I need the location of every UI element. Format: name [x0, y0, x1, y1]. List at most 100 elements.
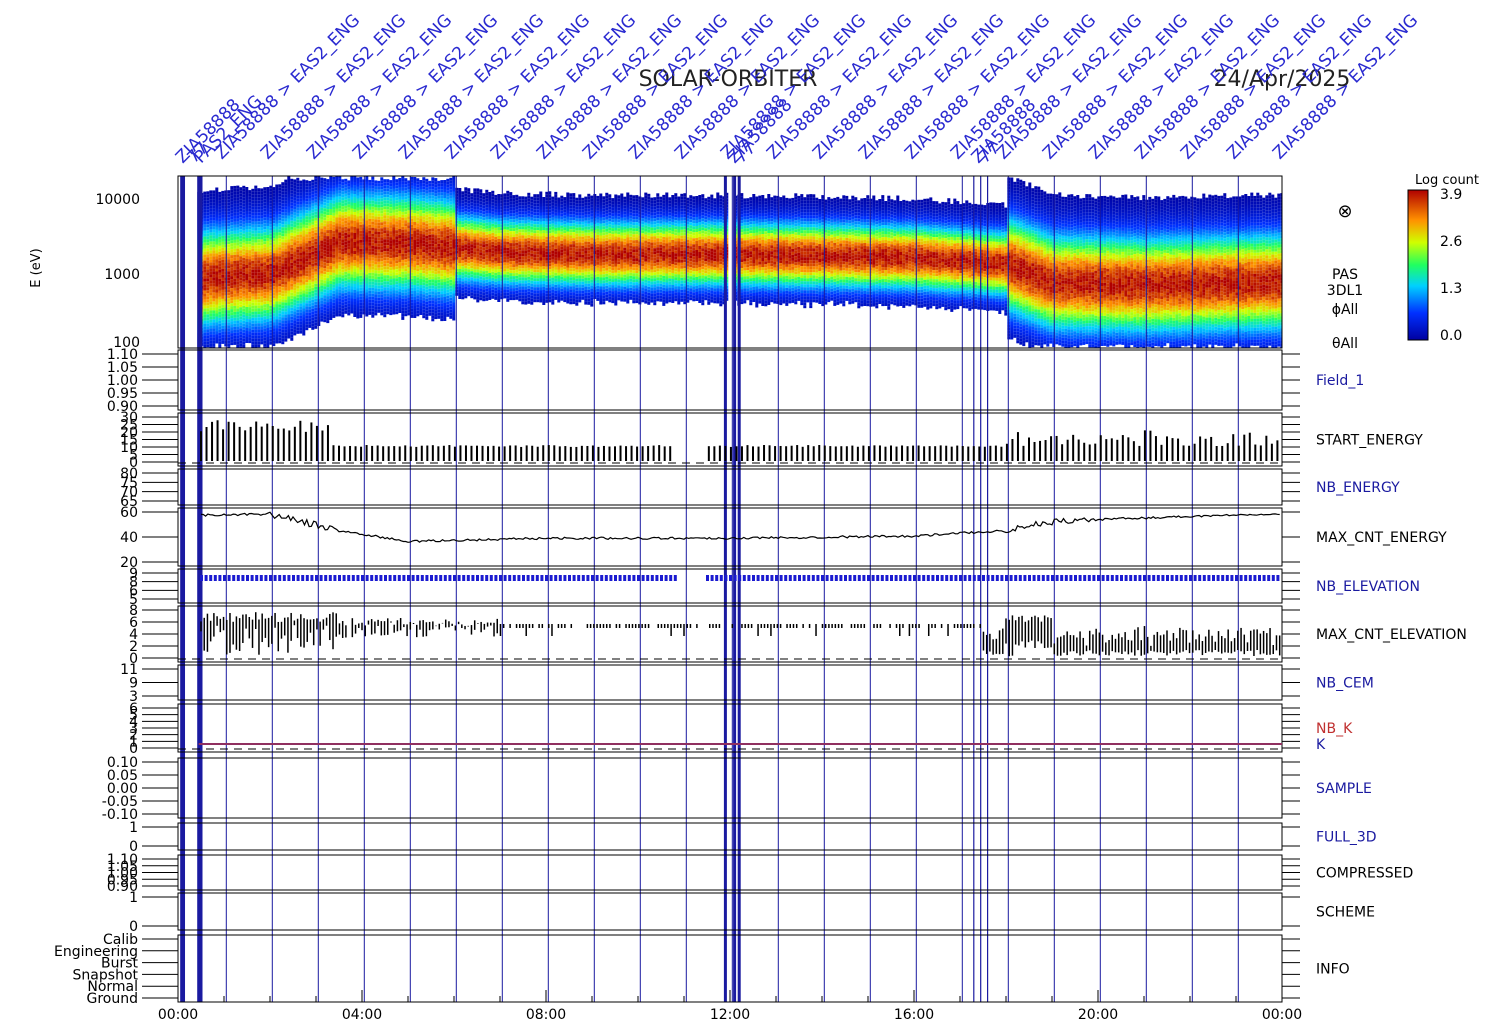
spectrogram-cell [302, 275, 306, 279]
spectrogram-cell [314, 238, 318, 242]
spectrogram-cell [470, 247, 474, 251]
spectrogram-cell [404, 211, 408, 215]
spectrogram-cell [311, 227, 315, 231]
spectrogram-cell [503, 202, 507, 206]
spectrogram-cell [326, 257, 330, 261]
spectrogram-cell [329, 200, 333, 203]
spectrogram-cell [422, 306, 426, 310]
spectrogram-cell [485, 231, 489, 235]
spectrogram-cell [332, 194, 336, 198]
spectrogram-cell [245, 247, 249, 250]
spectrogram-cell [239, 322, 243, 326]
spectrogram-cell [410, 203, 414, 207]
spectrogram-cell [431, 237, 435, 241]
spectrogram-cell [407, 282, 411, 286]
spectrogram-cell [281, 260, 285, 264]
spectrogram-cell [371, 293, 375, 297]
spectrogram-cell [458, 227, 462, 230]
spectrogram-cell [443, 186, 447, 189]
spectrogram-cell [302, 311, 306, 315]
spectrogram-cell [401, 289, 405, 293]
spectrogram-cell [323, 313, 327, 317]
spectrogram-cell [422, 282, 426, 286]
spectrogram-cell [383, 269, 387, 273]
spectrogram-cell [449, 216, 453, 220]
spectrogram-cell [320, 297, 324, 301]
spectrogram-cell [347, 291, 351, 295]
spectrogram-cell [329, 278, 333, 281]
spectrogram-cell [389, 219, 393, 223]
spectrogram-cell [377, 279, 381, 283]
spectrogram-cell [476, 227, 480, 231]
spectrogram-cell [392, 233, 396, 237]
spectrogram-cell [206, 230, 210, 234]
spectrogram-cell [497, 212, 501, 215]
spectrogram-cell [338, 229, 342, 233]
spectrogram-cell [419, 267, 423, 270]
spectrogram-cell [488, 264, 492, 267]
spectrogram-cell [203, 269, 207, 273]
spectrogram-cell [476, 218, 480, 222]
spectrogram-cell [260, 335, 264, 339]
spectrogram-cell [203, 200, 207, 204]
spectrogram-cell [212, 205, 216, 209]
spectrogram-cell [275, 292, 279, 296]
spectrogram-cell [254, 311, 258, 315]
spectrogram-cell [236, 203, 240, 207]
spectrogram-cell [230, 306, 234, 310]
spectrogram-cell [476, 236, 480, 240]
spectrogram-cell [329, 188, 333, 191]
spectrogram-cell [281, 221, 285, 225]
spectrogram-cell [308, 309, 312, 313]
spectrogram-cell [416, 223, 420, 227]
spectrogram-cell [377, 282, 381, 286]
spectrogram-cell [266, 277, 270, 280]
spectrogram-cell [398, 268, 402, 271]
spectrogram-cell [419, 291, 423, 294]
spectrogram-cell [251, 329, 255, 333]
spectrogram-cell [221, 268, 225, 272]
spectrogram-cell [479, 258, 483, 262]
spectrogram-cell [353, 182, 357, 185]
spectrogram-cell [458, 191, 462, 194]
spectrogram-cell [509, 222, 513, 226]
spectrogram-cell [248, 220, 252, 224]
spectrogram-cell [296, 300, 300, 304]
spectrogram-cell [416, 181, 420, 185]
spectrogram-cell [275, 256, 279, 260]
spectrogram-cell [344, 292, 348, 296]
spectrogram-cell [407, 306, 411, 310]
spectrogram-cell [395, 311, 399, 315]
spectrogram-cell [326, 284, 330, 288]
spectrogram-cell [473, 275, 477, 279]
spectrogram-cell [227, 301, 231, 305]
spectrogram-cell [254, 215, 258, 219]
spectrogram-cell [497, 224, 501, 227]
spectrogram-cell [461, 221, 465, 225]
spectrogram-cell [230, 300, 234, 304]
spectrogram-cell [332, 230, 336, 234]
spectrogram-cell [485, 243, 489, 247]
spectrogram-cell [434, 268, 438, 272]
spectrogram-cell [323, 253, 327, 257]
spectrogram-cell [410, 251, 414, 255]
spectrogram-cell [302, 197, 306, 201]
spectrogram-cell [230, 282, 234, 286]
spectrogram-cell [440, 246, 444, 250]
spectrogram-cell [308, 306, 312, 310]
spectrogram-cell [431, 246, 435, 250]
spectrogram-cell [215, 268, 219, 272]
spectrogram-cell [251, 320, 255, 324]
spectrogram-cell [392, 284, 396, 288]
spectrogram-cell [239, 295, 243, 299]
spectrogram-cell [266, 208, 270, 211]
spectrogram-cell [296, 210, 300, 214]
spectrogram-cell [257, 314, 261, 318]
spectrogram-cell [263, 271, 267, 275]
spectrogram-cell [275, 286, 279, 290]
spectrogram-cell [413, 309, 417, 312]
spectrogram-cell [452, 242, 456, 246]
spectrogram-cell [419, 285, 423, 288]
spectrogram-cell [329, 260, 333, 263]
spectrogram-cell [278, 232, 282, 236]
